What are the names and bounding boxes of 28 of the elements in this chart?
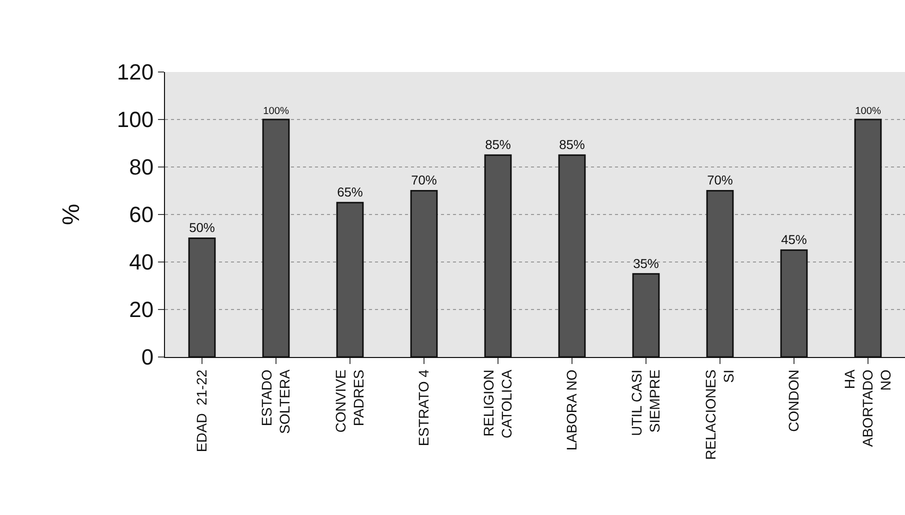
y-tick-label: 120: [116, 60, 154, 85]
x-tick-label: ESTADO SOLTERA: [258, 368, 293, 434]
data-label: 50%: [189, 220, 216, 236]
data-label: 35%: [633, 256, 660, 271]
y-tick-label: 0: [141, 344, 154, 370]
data-label: 85%: [559, 137, 586, 152]
data-label: 65%: [337, 184, 364, 200]
x-tick-label: RELIGION CATOLICA: [480, 368, 515, 438]
x-tick-label: UTIL CASI SIEMPRE: [628, 370, 663, 436]
data-label: 70%: [411, 172, 438, 188]
x-tick-label: ESTRATO 4: [416, 369, 432, 446]
y-tick-label: 80: [129, 154, 154, 180]
y-tick-label: 20: [129, 297, 154, 322]
data-label: 100%: [263, 106, 289, 118]
data-label: 45%: [781, 232, 808, 248]
data-label: 85%: [485, 137, 512, 152]
y-tick-label: 40: [129, 250, 154, 275]
x-tick-label: CONDON: [786, 370, 802, 432]
y-tick-label: 100: [116, 107, 154, 132]
data-label: 70%: [707, 172, 734, 188]
x-tick-label: CONVIVE PADRES: [332, 370, 367, 433]
y-axis-title: %: [58, 204, 85, 226]
data-label: 100%: [855, 106, 881, 118]
y-tick-label: 60: [129, 202, 154, 228]
x-tick-label: EDAD 21-22: [194, 369, 210, 452]
x-tick-label: RELACIONES SI: [702, 370, 737, 460]
x-tick-label: HA ABORTADO NO: [841, 368, 894, 447]
x-tick-label: LABORA NO: [564, 369, 580, 451]
